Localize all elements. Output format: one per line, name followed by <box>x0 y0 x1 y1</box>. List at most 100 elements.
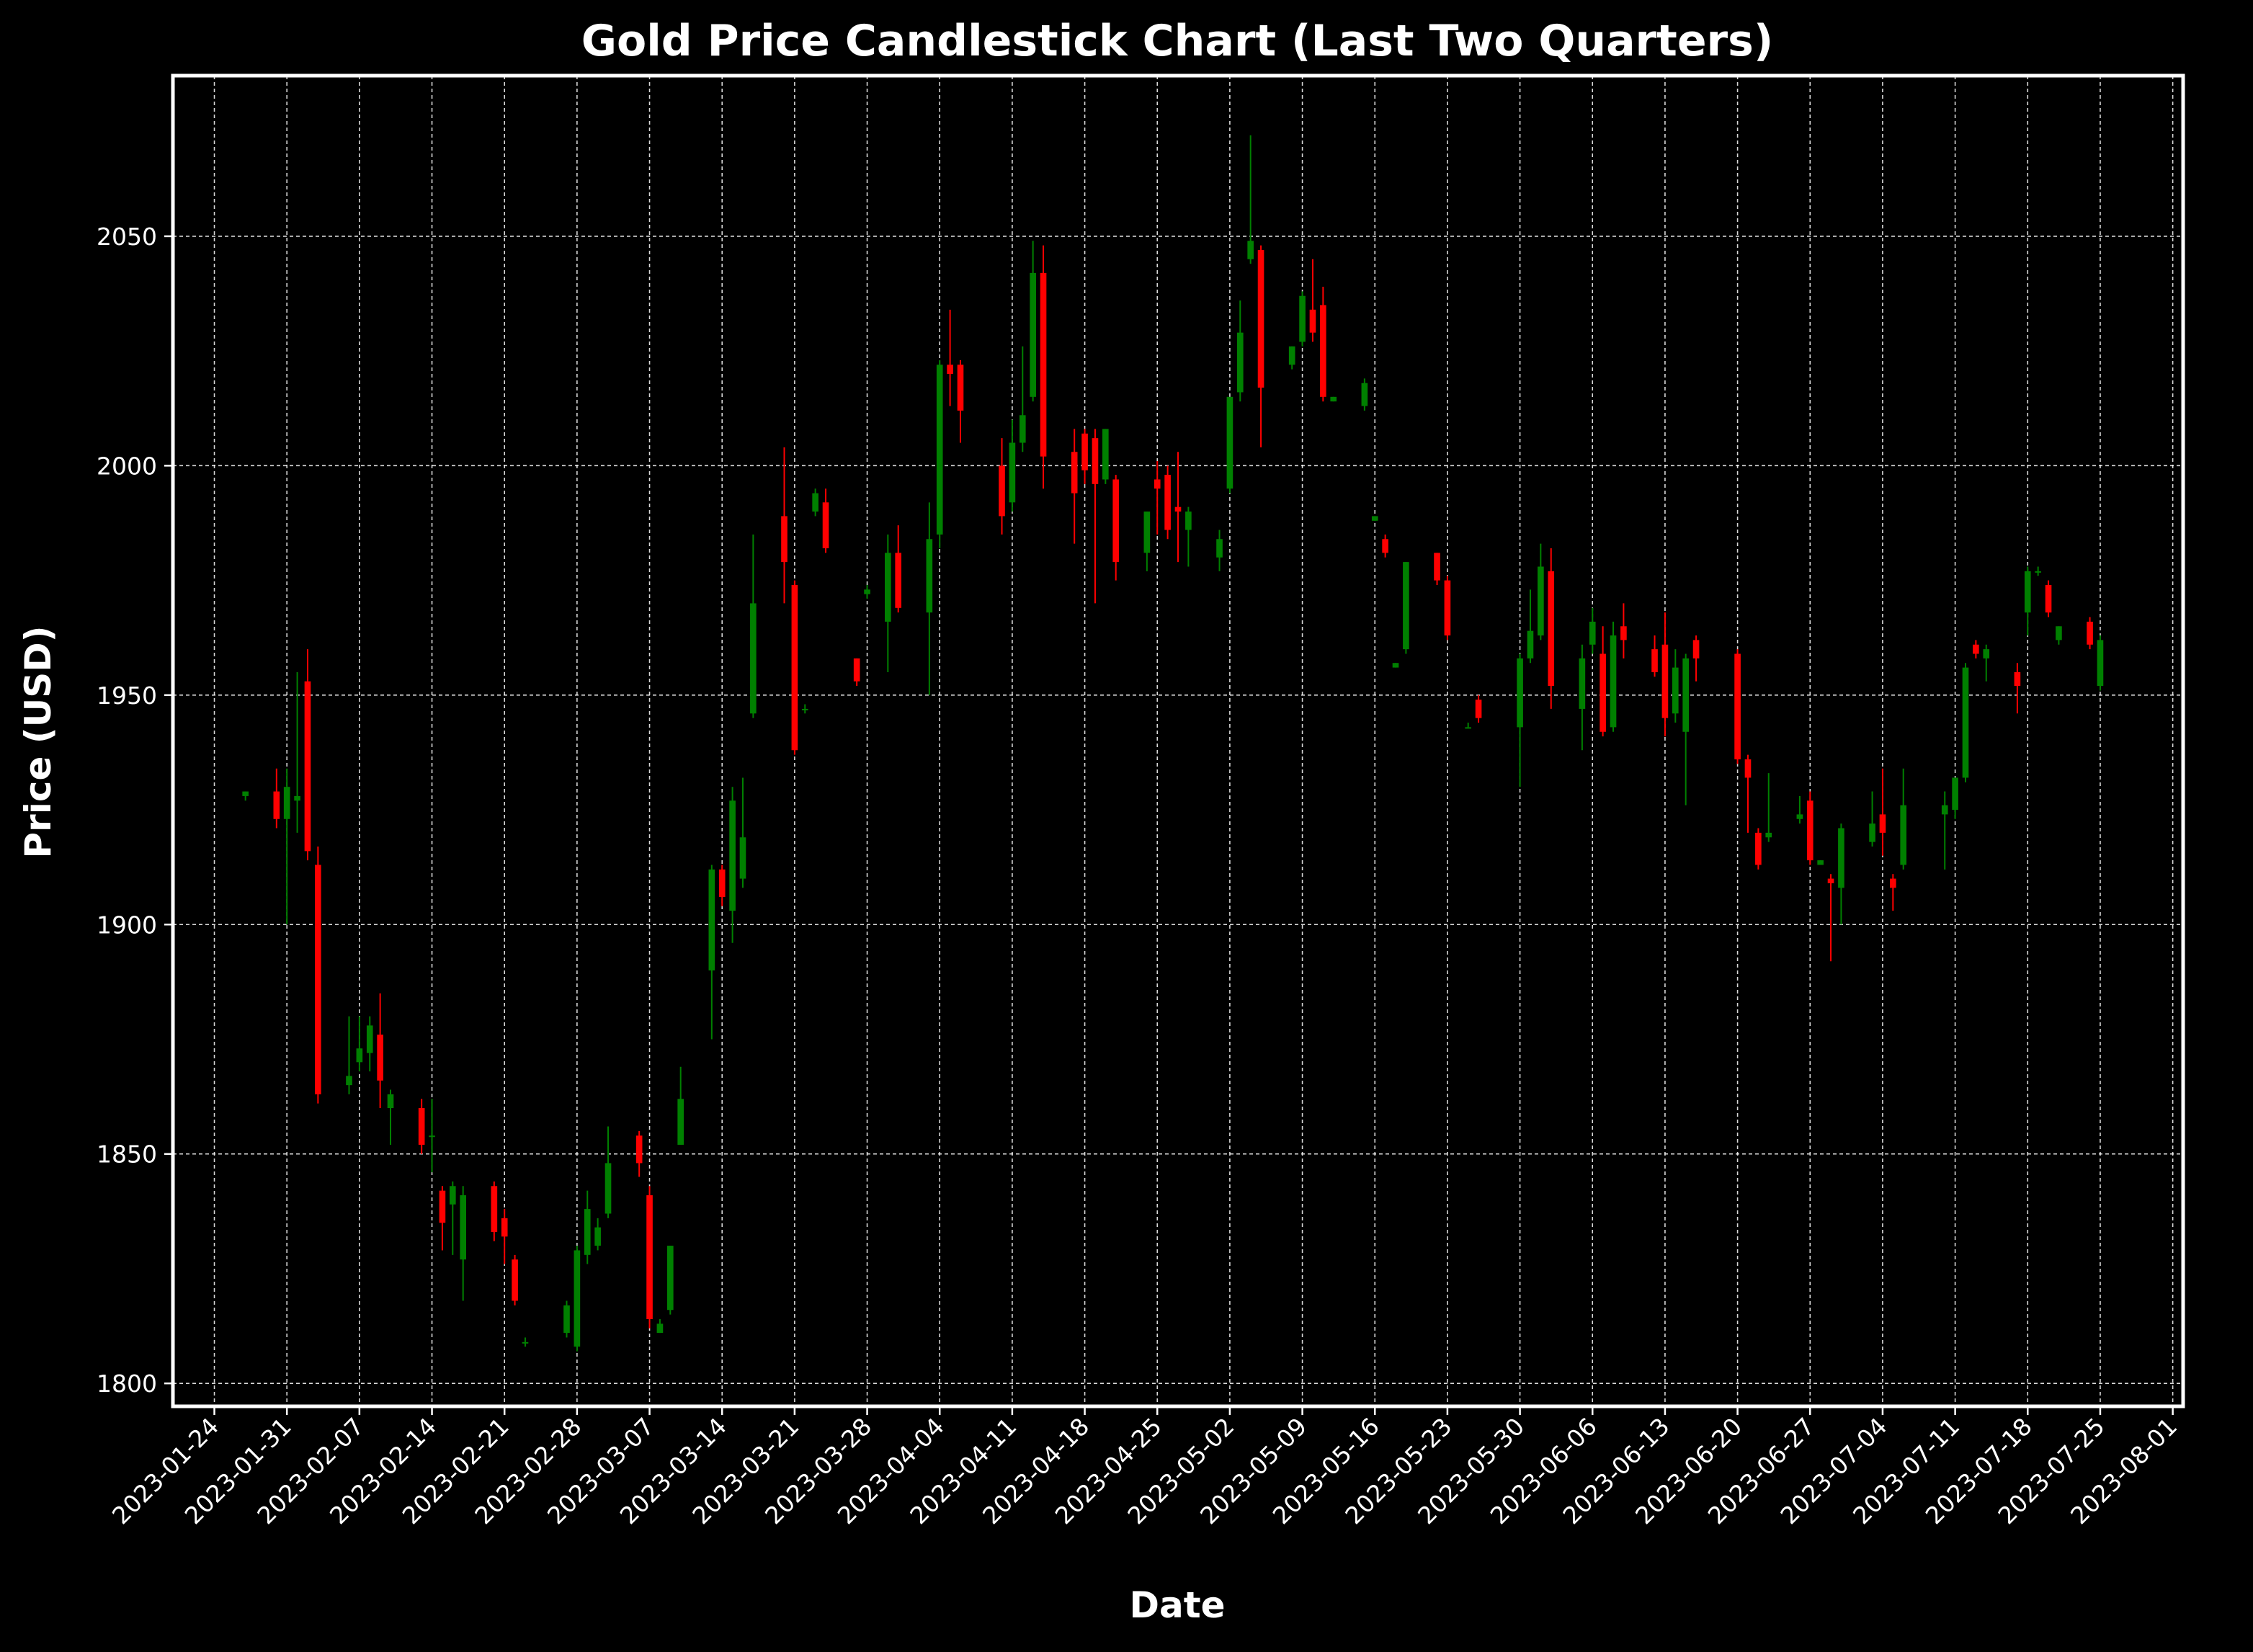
candle-body <box>283 787 290 819</box>
candle-body <box>1112 479 1120 563</box>
candle-body <box>1890 878 1896 888</box>
candle-body <box>1019 415 1026 443</box>
candle <box>947 309 953 406</box>
candle-body <box>1154 479 1161 489</box>
candle <box>750 534 757 718</box>
candle <box>1434 553 1440 585</box>
candle-body <box>1517 658 1523 728</box>
candle-body <box>1579 658 1586 709</box>
candle-body <box>242 791 249 796</box>
chart-title: Gold Price Candlestick Chart (Last Two Q… <box>581 16 1774 66</box>
candle <box>1827 874 1834 962</box>
candle-body <box>646 1195 653 1319</box>
candle-body <box>2035 571 2041 573</box>
candle-body <box>729 800 736 911</box>
candle-body <box>1257 250 1264 388</box>
candle-body <box>460 1195 466 1260</box>
candle <box>1973 640 1979 658</box>
candle <box>1755 828 1762 870</box>
candle-body <box>1092 438 1099 484</box>
candle-body <box>1817 860 1824 865</box>
candle <box>1879 768 1886 856</box>
candle-body <box>366 1025 373 1053</box>
candle <box>1361 378 1368 411</box>
candle-body <box>304 681 311 852</box>
candle <box>822 488 829 553</box>
candle-body <box>1734 653 1741 759</box>
candle <box>1765 773 1772 842</box>
candle <box>604 1126 612 1218</box>
candle-body <box>1744 759 1752 778</box>
candle <box>429 1099 435 1173</box>
candle <box>1661 612 1669 737</box>
candle-body <box>273 791 280 819</box>
candle-body <box>563 1305 570 1334</box>
candle-body <box>1382 539 1388 553</box>
candle <box>1257 245 1264 447</box>
candle-body <box>1589 621 1596 645</box>
candle-body <box>1403 562 1409 650</box>
candle-body <box>2097 640 2104 687</box>
candle-body <box>936 365 943 535</box>
y-tick-label: 1900 <box>97 911 157 939</box>
candles <box>242 135 2104 1352</box>
candle-body <box>957 365 964 411</box>
candle <box>2087 617 2093 650</box>
candle <box>895 525 902 613</box>
candle-body <box>604 1163 612 1214</box>
y-tick-label: 1950 <box>97 682 157 710</box>
candle-body <box>1600 653 1606 732</box>
candle-body <box>1651 649 1658 672</box>
candle <box>1174 452 1182 563</box>
candle-body <box>1755 832 1762 865</box>
candle <box>1247 135 1254 264</box>
candle-body <box>1288 346 1295 365</box>
candle-body <box>791 584 798 751</box>
candle <box>1371 516 1378 521</box>
candle <box>304 649 311 861</box>
candle-body <box>491 1186 498 1232</box>
candle <box>273 768 280 829</box>
candle-body <box>1434 553 1440 581</box>
candle <box>739 777 746 888</box>
candle-body <box>801 708 808 710</box>
candle <box>1890 874 1896 911</box>
candle-body <box>1952 777 1958 811</box>
candle-body <box>1661 644 1669 718</box>
candle <box>1299 291 1306 347</box>
y-axis-ticks: 1800 1850 1900 1950 2000 2050 <box>97 223 173 1398</box>
candle <box>501 1209 508 1264</box>
candle <box>1589 607 1596 654</box>
candle-body <box>1299 295 1306 342</box>
candle <box>1651 635 1658 677</box>
candle-body <box>584 1209 591 1255</box>
candle <box>356 1016 363 1072</box>
candle-body <box>708 869 715 970</box>
candle-body <box>947 365 953 374</box>
candle-body <box>635 1135 643 1164</box>
y-tick-label: 1850 <box>97 1140 157 1169</box>
candle <box>584 1190 591 1264</box>
candle-body <box>315 865 321 1094</box>
candle <box>460 1186 466 1301</box>
candle-body <box>1796 814 1803 819</box>
candle-body <box>1330 396 1337 402</box>
candle <box>718 865 726 906</box>
candle <box>1040 245 1047 489</box>
candle <box>1309 259 1316 342</box>
candle <box>1838 823 1844 925</box>
candle <box>1869 791 1875 847</box>
candle-body <box>1869 823 1875 842</box>
candle-body <box>1444 580 1451 636</box>
candle <box>1517 653 1523 787</box>
candle-body <box>1900 805 1907 865</box>
candle-body <box>1164 475 1171 530</box>
candle <box>294 671 300 833</box>
candle <box>1538 543 1544 640</box>
candle <box>491 1181 498 1241</box>
candle <box>2024 566 2031 636</box>
candle <box>1030 241 1036 402</box>
candle <box>2097 635 2104 691</box>
candle-body <box>822 502 829 549</box>
candle <box>283 768 290 925</box>
